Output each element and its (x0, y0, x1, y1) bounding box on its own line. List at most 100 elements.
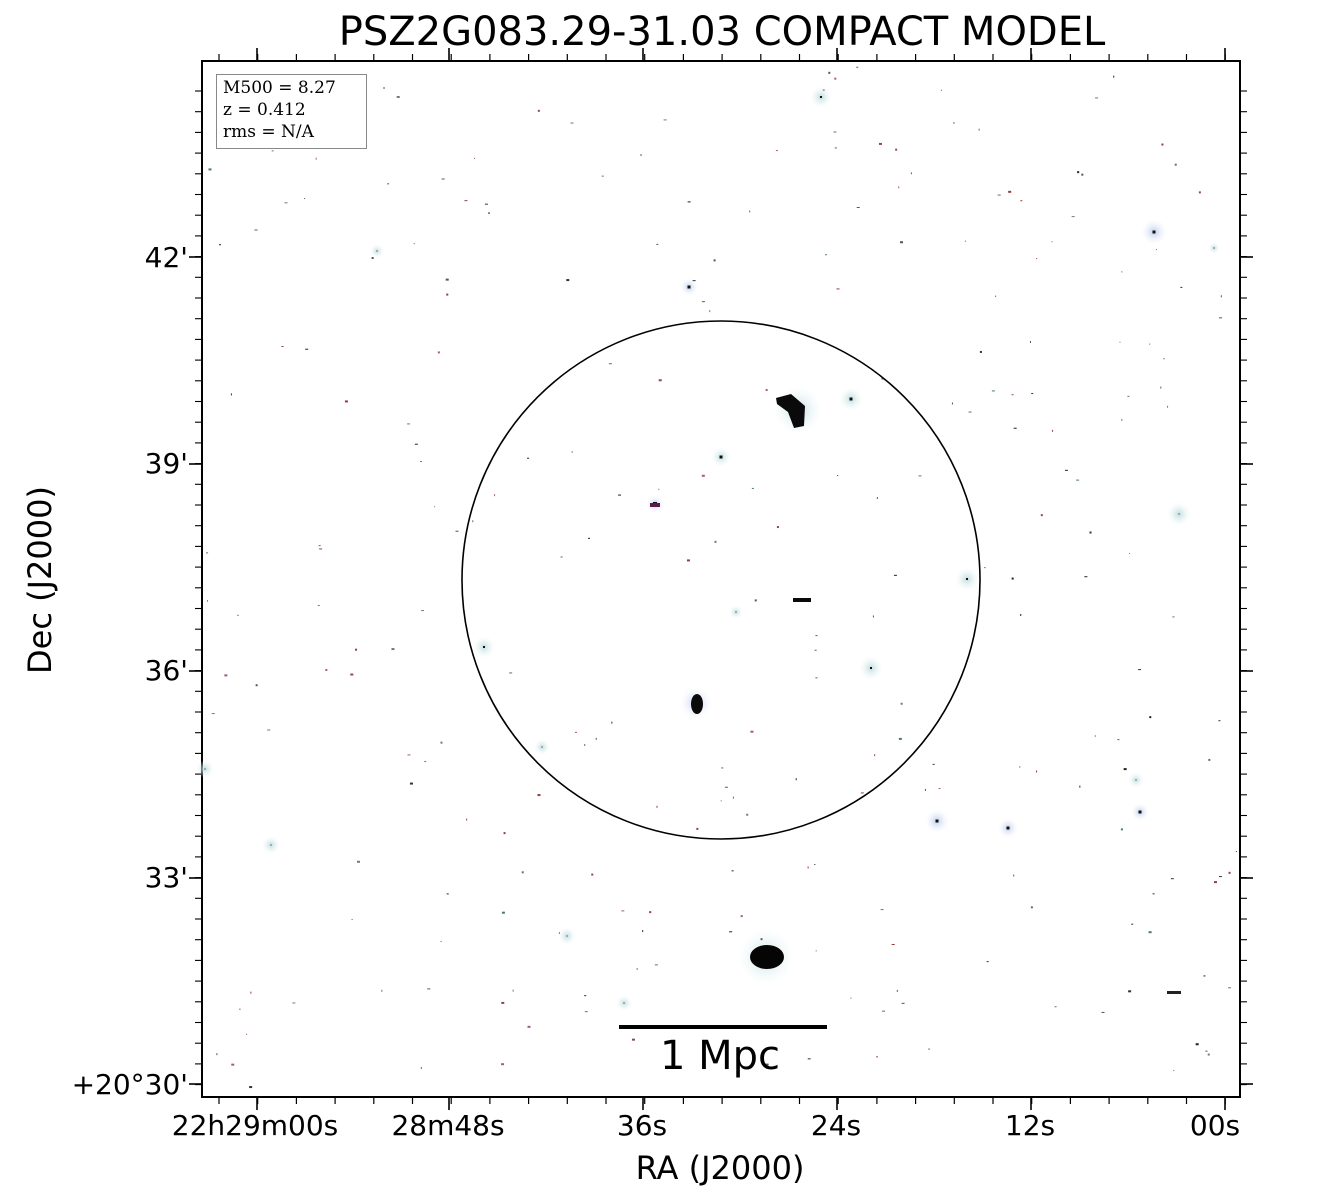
noise-speck (696, 827, 699, 830)
noise-speck (640, 154, 643, 156)
noise-speck (1071, 216, 1075, 218)
noise-speck (521, 871, 524, 874)
noise-speck (807, 1058, 811, 1060)
noise-speck (1013, 427, 1017, 429)
noise-speck (487, 212, 490, 214)
noise-speck (701, 301, 705, 303)
noise-speck (387, 183, 390, 185)
noise-speck (1089, 531, 1092, 534)
source-core (566, 935, 568, 937)
noise-speck (1029, 340, 1031, 343)
noise-speck (396, 95, 400, 98)
noise-speck (414, 443, 418, 445)
noise-speck (1054, 1006, 1057, 1008)
noise-speck (687, 201, 691, 203)
noise-speck (1011, 577, 1014, 580)
noise-speck (1220, 295, 1222, 298)
rms-text: rms = N/A (223, 122, 314, 142)
noise-speck (424, 761, 427, 763)
noise-speck (968, 411, 972, 413)
noise-speck (881, 377, 884, 380)
noise-speck (708, 1047, 710, 1050)
noise-speck (721, 767, 724, 769)
noise-speck (746, 813, 749, 816)
noise-speck (997, 194, 1001, 196)
noise-speck (918, 475, 922, 477)
noise-speck (964, 240, 966, 242)
noise-speck (1084, 576, 1088, 578)
noise-speck (1149, 343, 1151, 345)
noise-speck (636, 967, 638, 970)
noise-speck (1077, 171, 1080, 174)
noise-speck (720, 800, 722, 802)
noise-speck (740, 915, 743, 918)
noise-speck (1011, 394, 1014, 396)
noise-speck (440, 741, 443, 744)
noise-speck (1051, 241, 1053, 243)
noise-speck (601, 175, 604, 177)
source-core (204, 768, 206, 770)
bright-source-core (776, 394, 805, 428)
noise-speck (836, 288, 840, 290)
noise-speck (776, 526, 779, 529)
noise-speck (1138, 669, 1142, 671)
noise-speck (527, 457, 530, 459)
noise-speck (1094, 735, 1096, 737)
noise-speck (472, 520, 474, 523)
source-core (966, 578, 968, 580)
noise-speck (381, 989, 383, 992)
noise-speck (731, 870, 734, 872)
noise-speck (815, 635, 818, 637)
noise-speck (446, 893, 449, 895)
noise-speck (1020, 200, 1023, 202)
noise-speck (910, 172, 912, 175)
noise-speck (751, 487, 754, 489)
noise-speck (584, 995, 587, 997)
noise-speck (216, 1053, 218, 1056)
noise-speck (834, 77, 837, 80)
noise-speck (1019, 766, 1021, 768)
noise-speck (1117, 739, 1120, 741)
noise-speck (584, 743, 586, 746)
noise-speck (211, 713, 215, 715)
noise-speck (928, 1048, 931, 1050)
source-core (870, 667, 872, 669)
noise-speck (724, 786, 728, 788)
point-sources (196, 86, 1220, 1011)
noise-speck (445, 278, 449, 281)
noise-speck (1031, 393, 1034, 395)
noise-speck (292, 1002, 296, 1004)
noise-speck (878, 142, 882, 145)
noise-speck (1123, 768, 1127, 771)
noise-speck (237, 614, 239, 616)
cluster-info-box: M500 = 8.27 z = 0.412 rms = N/A (216, 74, 367, 149)
noise-speck (1170, 878, 1174, 880)
noise-speck (1203, 975, 1206, 977)
noise-speck (1076, 479, 1080, 481)
noise-speck (224, 674, 228, 677)
noise-speck (900, 241, 904, 244)
noise-speck (709, 310, 711, 313)
source-core (849, 397, 853, 401)
y-tick-label: +20°30' (71, 1068, 188, 1101)
noise-speck (587, 537, 590, 539)
source-core (541, 746, 543, 748)
noise-speck (891, 943, 895, 945)
noise-speck (729, 931, 733, 933)
noise-speck (611, 721, 613, 724)
noise-speck (1121, 271, 1123, 273)
noise-speck (383, 86, 385, 89)
noise-speck (807, 866, 809, 869)
noise-speck (896, 989, 898, 992)
source-core (270, 844, 272, 846)
bright-source-core (750, 945, 784, 969)
noise-speck (658, 379, 662, 382)
noise-speck (315, 157, 317, 160)
noise-speck (407, 754, 411, 756)
source-core (1178, 513, 1180, 515)
noise-speck (1208, 758, 1211, 761)
noise-speck (1020, 613, 1022, 616)
noise-speck (344, 400, 348, 403)
noise-speck (250, 991, 252, 994)
x-axis-label: RA (J2000) (635, 1149, 805, 1187)
